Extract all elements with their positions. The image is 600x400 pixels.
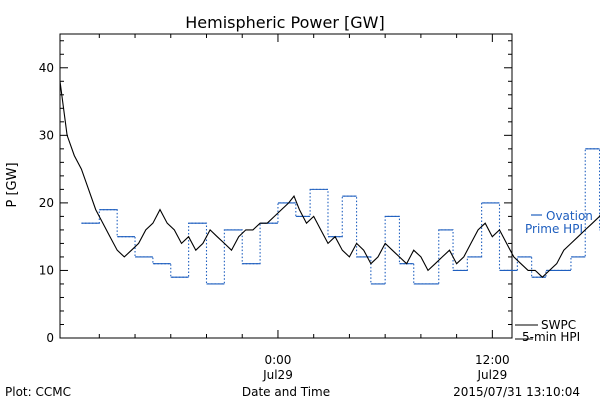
legend-label-ovation-line1: Ovation <box>546 209 593 223</box>
y-axis-label: P [GW] <box>5 162 20 207</box>
y-axis-ticks: 0 10 20 30 40 <box>39 40 512 345</box>
footer-x-axis-title: Date and Time <box>242 385 330 399</box>
y-tick-label: 30 <box>39 128 54 142</box>
footer-plot-credit: Plot: CCMC <box>5 385 71 399</box>
series-swpc-5min-hpi <box>59 81 600 278</box>
x-tick-date-label: Jul29 <box>262 368 293 382</box>
y-tick-label: 40 <box>39 61 54 75</box>
legend-label-swpc-line2: 5-min HPI <box>522 330 580 344</box>
legend: Ovation Prime HPI SWPC 5-min HPI <box>515 209 593 344</box>
chart-title: Hemispheric Power [GW] <box>185 13 384 32</box>
y-tick-label: 0 <box>46 331 54 345</box>
x-axis-ticks: 0:00Jul2912:00Jul290:00Jul3012:00Jul300:… <box>98 34 510 382</box>
legend-label-swpc-line1: SWPC <box>541 318 576 332</box>
x-tick-date-label: Jul29 <box>476 368 507 382</box>
y-tick-label: 20 <box>39 196 54 210</box>
plot-frame <box>59 33 513 339</box>
y-tick-label: 10 <box>39 263 54 277</box>
x-tick-time-label: 12:00 <box>475 353 510 367</box>
series-layer <box>59 81 600 285</box>
x-tick-time-label: 0:00 <box>264 353 291 367</box>
legend-label-ovation-line2: Prime HPI <box>525 222 583 236</box>
footer-timestamp: 2015/07/31 13:10:04 <box>453 385 580 399</box>
